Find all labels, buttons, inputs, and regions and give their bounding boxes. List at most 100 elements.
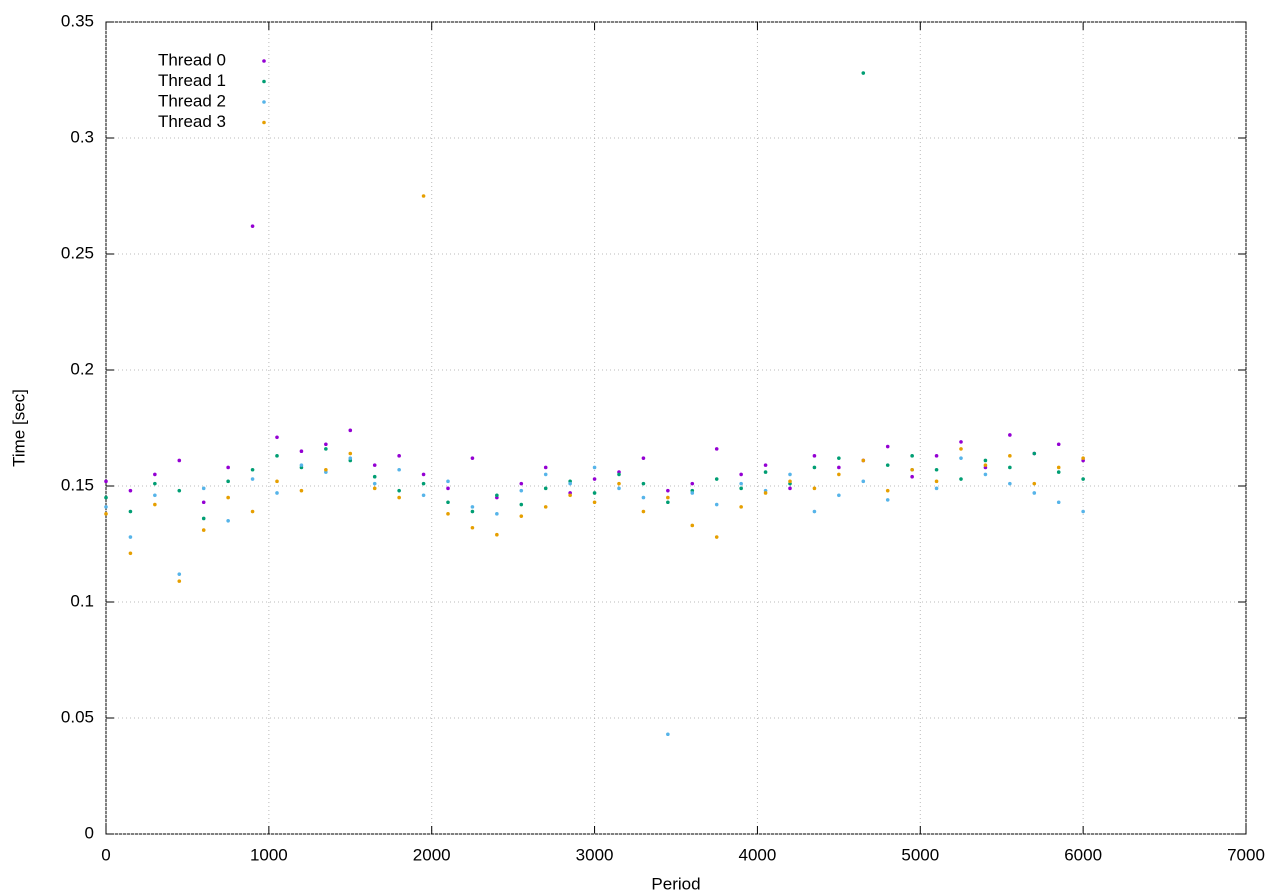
x-axis-label: Period <box>651 874 700 893</box>
point <box>470 525 475 530</box>
point <box>324 467 328 472</box>
point <box>226 495 230 500</box>
point <box>641 495 646 500</box>
point <box>1032 491 1037 495</box>
x-tick-label: 1000 <box>250 845 288 864</box>
point <box>592 500 597 505</box>
point <box>934 454 939 458</box>
point <box>372 474 377 479</box>
point <box>763 470 768 474</box>
point <box>421 481 426 486</box>
point <box>324 447 328 451</box>
y-tick-label: 0.1 <box>70 591 94 610</box>
y-axis-label: Time [sec] <box>9 389 28 467</box>
point <box>910 467 914 472</box>
x-tick-label: 4000 <box>739 845 777 864</box>
point <box>470 509 475 514</box>
point <box>1056 470 1061 474</box>
x-tick-label: 3000 <box>576 845 614 864</box>
x-tick-label: 7000 <box>1227 845 1265 864</box>
point <box>519 514 524 518</box>
point <box>812 454 817 458</box>
point <box>421 493 426 498</box>
point <box>128 551 133 556</box>
point <box>934 467 939 472</box>
point <box>421 472 426 477</box>
point <box>885 498 890 502</box>
point <box>104 479 108 484</box>
point <box>543 465 548 470</box>
point <box>861 71 866 75</box>
point <box>1032 481 1037 486</box>
point <box>348 451 353 456</box>
point <box>1056 500 1061 505</box>
point <box>519 488 524 493</box>
point <box>201 500 206 505</box>
x-tick-label: 6000 <box>1064 845 1102 864</box>
point <box>666 488 670 493</box>
point <box>983 472 988 477</box>
point <box>446 479 450 484</box>
point <box>1008 481 1012 486</box>
point <box>543 486 548 491</box>
point <box>641 481 646 486</box>
point <box>617 472 621 477</box>
point <box>495 512 499 516</box>
point <box>617 481 621 486</box>
point <box>641 509 646 514</box>
point <box>397 467 401 472</box>
point <box>397 495 401 500</box>
point <box>837 465 841 470</box>
point <box>153 472 157 477</box>
y-tick-label: 0.2 <box>70 359 94 378</box>
point <box>153 481 157 486</box>
y-tick-label: 0.35 <box>61 11 94 30</box>
point <box>250 509 255 514</box>
point <box>910 474 914 479</box>
point <box>959 447 963 451</box>
point <box>714 447 719 451</box>
point <box>543 472 548 477</box>
point <box>690 481 695 486</box>
point <box>250 224 255 228</box>
point <box>666 732 670 737</box>
point <box>275 454 279 458</box>
point <box>201 528 206 532</box>
point <box>592 465 597 470</box>
point <box>739 481 743 486</box>
x-tick-label: 5000 <box>901 845 939 864</box>
point <box>568 493 572 498</box>
point <box>617 486 621 491</box>
point <box>446 512 450 516</box>
point <box>861 458 866 463</box>
point <box>934 486 939 491</box>
point <box>666 500 670 505</box>
point <box>543 505 548 509</box>
point <box>739 505 743 509</box>
point <box>275 479 279 484</box>
point <box>348 428 353 433</box>
point <box>739 486 743 491</box>
point <box>372 481 377 486</box>
point <box>201 486 206 491</box>
point <box>177 488 182 493</box>
legend-marker <box>262 120 266 125</box>
point <box>299 488 304 493</box>
point <box>1056 442 1061 447</box>
point <box>104 512 108 516</box>
legend-label: Thread 0 <box>158 50 226 69</box>
point <box>1008 454 1012 458</box>
point <box>1081 456 1085 460</box>
point <box>690 523 695 528</box>
point <box>959 477 963 481</box>
point <box>519 502 524 507</box>
point <box>837 493 841 498</box>
point <box>1032 451 1037 456</box>
point <box>714 502 719 507</box>
point <box>275 491 279 495</box>
point <box>153 502 157 507</box>
point <box>397 454 401 458</box>
point <box>641 456 646 460</box>
y-tick-label: 0.15 <box>61 475 94 494</box>
point <box>788 472 792 477</box>
